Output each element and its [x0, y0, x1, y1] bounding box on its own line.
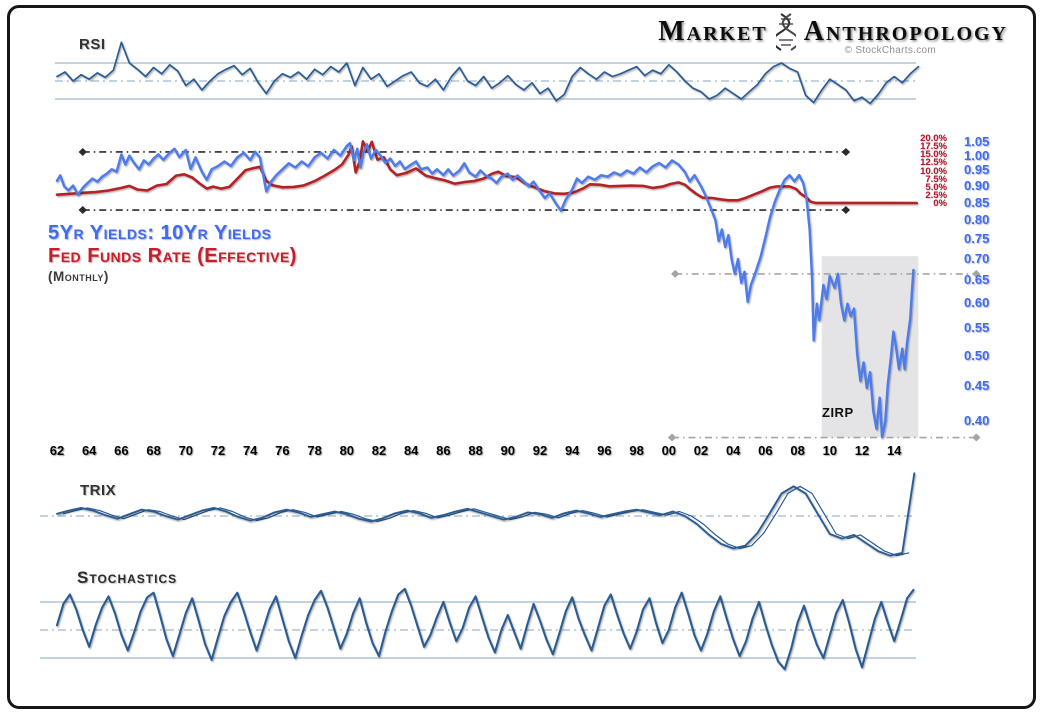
reference-diamond: [667, 433, 677, 442]
zirp-annotation-label: ZIRP: [822, 405, 854, 420]
zirp-region: [821, 256, 919, 438]
trix-series-line: [56, 472, 916, 557]
fed-funds-line: [55, 140, 918, 205]
stochastics-series-line: [55, 587, 915, 671]
reference-diamond: [841, 206, 851, 215]
reference-diamond: [972, 433, 981, 442]
reference-diamond: [671, 269, 680, 278]
reference-diamond: [78, 147, 87, 156]
brand-word-market: Market: [658, 16, 768, 47]
reference-diamond: [972, 269, 981, 278]
rsi-panel-label: RSI: [79, 36, 106, 53]
trix-signal-line: [62, 485, 910, 557]
legend-timeframe-label: (Monthly): [48, 269, 109, 284]
dna-icon: [775, 13, 796, 51]
legend-ratio-label: 5Yr Yields: 10Yr Yields: [48, 222, 272, 244]
legend-fed-funds-label: Fed Funds Rate (Effective): [48, 245, 297, 267]
stochastics-panel-label: Stochastics: [77, 568, 178, 587]
yield-ratio-line: [55, 141, 915, 439]
reference-diamond: [78, 206, 87, 215]
brand-logo: Market Anthropology: [658, 13, 1008, 51]
rsi-series-line: [56, 41, 920, 105]
stockcharts-credit: © StockCharts.com: [844, 45, 936, 56]
brand-word-anthropology: Anthropology: [803, 16, 1008, 47]
trix-panel-label: TRIX: [80, 482, 117, 499]
reference-diamond: [841, 147, 851, 156]
